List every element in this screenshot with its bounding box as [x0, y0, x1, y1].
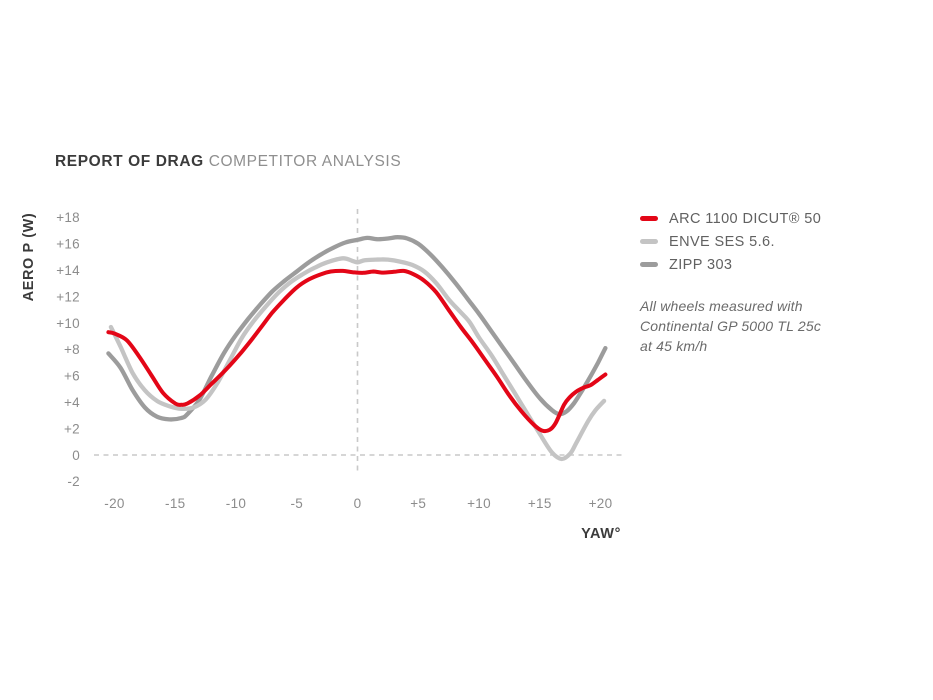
y-tick-label: +2 [64, 421, 80, 436]
y-tick-label: +8 [64, 342, 80, 357]
y-tick-label: -2 [67, 474, 80, 489]
legend-item: ENVE SES 5.6. [640, 230, 821, 253]
legend-swatch-icon [640, 216, 658, 221]
legend-label: ARC 1100 DICUT® 50 [669, 210, 822, 227]
x-tick-label: -15 [165, 496, 185, 511]
y-tick-label: 0 [72, 448, 80, 463]
x-tick-label: +10 [467, 496, 491, 511]
y-tick-label: +18 [56, 210, 80, 225]
note-line: Continental GP 5000 TL 25c [640, 318, 822, 334]
x-tick-label: -10 [226, 496, 246, 511]
legend-item: ARC 1100 DICUT® 50 [640, 207, 821, 230]
x-tick-label: +5 [410, 496, 426, 511]
legend-label: ZIPP 303 [669, 256, 733, 273]
note-line: All wheels measured with [640, 298, 803, 314]
y-tick-label: +4 [64, 395, 80, 410]
y-axis-title: AERO P (W) [21, 212, 37, 302]
x-tick-label: 0 [354, 496, 362, 511]
page-title-light: COMPETITOR ANALYSIS [208, 153, 402, 170]
y-tick-label: +14 [56, 263, 80, 278]
x-axis-title: YAW° [581, 526, 621, 542]
legend-swatch-icon [640, 239, 658, 244]
y-tick-label: +12 [56, 289, 80, 304]
y-tick-label: +16 [56, 237, 80, 252]
y-tick-label: +6 [64, 369, 80, 384]
chart-legend: ARC 1100 DICUT® 50 ENVE SES 5.6. ZIPP 303 [640, 207, 821, 276]
x-tick-label: -5 [290, 496, 303, 511]
x-tick-label: -20 [104, 496, 124, 511]
legend-swatch-icon [640, 262, 658, 267]
page-title-strong: REPORT OF DRAG [55, 153, 204, 170]
x-tick-label: +20 [589, 496, 613, 511]
legend-label: ENVE SES 5.6. [669, 233, 775, 250]
legend-item: ZIPP 303 [640, 253, 821, 276]
x-tick-label: +15 [528, 496, 552, 511]
page-title: REPORT OF DRAG COMPETITOR ANALYSIS [55, 153, 401, 171]
y-tick-label: +10 [56, 316, 80, 331]
measurement-note: All wheels measured with Continental GP 5… [640, 296, 821, 356]
series-line-arc-1100-dicut-50 [106, 268, 608, 434]
note-line: at 45 km/h [640, 338, 708, 354]
